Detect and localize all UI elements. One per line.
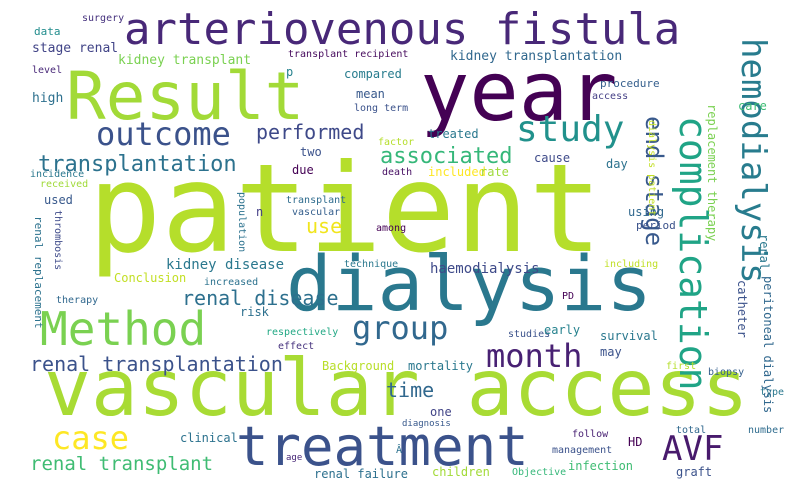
word-hd: HD bbox=[628, 435, 643, 449]
word-renal-transplantation: renal transplantation bbox=[30, 352, 283, 376]
word-procedure: procedure bbox=[600, 77, 660, 90]
word-clinical: clinical bbox=[180, 431, 238, 445]
word-mortality: mortality bbox=[408, 359, 474, 373]
word-incidence: incidence bbox=[30, 169, 85, 180]
word-high: high bbox=[32, 91, 64, 106]
word-p: p bbox=[286, 65, 294, 79]
word-use: use bbox=[306, 214, 343, 238]
word-graft: graft bbox=[676, 465, 713, 479]
word-period: period bbox=[636, 219, 676, 232]
word-vascular: vascular bbox=[292, 207, 341, 218]
word-kidney-disease: kidney disease bbox=[166, 257, 285, 273]
word-transplant: transplant bbox=[286, 195, 347, 206]
word-two: two bbox=[300, 145, 322, 159]
word-studies: studies bbox=[508, 329, 551, 340]
word-increased: increased bbox=[204, 277, 259, 288]
word-diagnosis: diagnosis bbox=[402, 419, 451, 429]
word-group: group bbox=[352, 309, 449, 347]
word-background: Background bbox=[322, 359, 395, 373]
word-one: one bbox=[430, 405, 452, 419]
word-data: data bbox=[34, 25, 61, 38]
word-dialysis: dialysis bbox=[286, 239, 653, 328]
word-access: access bbox=[592, 91, 629, 102]
word-care: care bbox=[738, 99, 767, 113]
word-first: first bbox=[666, 361, 697, 372]
word-level: level bbox=[32, 65, 63, 76]
word-case: case bbox=[52, 419, 130, 457]
word-replacement-therapy: replacement therapy bbox=[705, 104, 719, 242]
word-renal-replacement: renal replacement bbox=[32, 216, 45, 329]
word-month: month bbox=[486, 337, 583, 375]
word-children: children bbox=[432, 465, 490, 479]
word-renal: renal bbox=[757, 234, 771, 271]
word-outcome: outcome bbox=[96, 115, 231, 153]
word-including: including bbox=[604, 259, 659, 270]
word-result: Result bbox=[66, 58, 305, 135]
word-associated: associated bbox=[380, 144, 513, 169]
word-patient: patient bbox=[88, 138, 603, 280]
word-mean: mean bbox=[356, 87, 385, 101]
word-among: among bbox=[376, 223, 407, 234]
word-peritoneal-dialysis: peritoneal dialysis bbox=[761, 276, 775, 414]
word-rate: rate bbox=[480, 165, 509, 179]
word-objective: Objective bbox=[512, 467, 567, 478]
word-survival: survival bbox=[600, 329, 658, 343]
word-therapy: therapy bbox=[56, 295, 99, 306]
word-vascular-access: vascular access bbox=[44, 344, 749, 434]
word-effect: effect bbox=[278, 341, 315, 352]
word-avf: AVF bbox=[662, 429, 724, 469]
word-technique: technique bbox=[344, 259, 399, 270]
word-infection: infection bbox=[568, 459, 634, 473]
word-transplantation: transplantation bbox=[38, 152, 237, 177]
word-day: day bbox=[606, 157, 628, 171]
word-number: number bbox=[748, 425, 785, 436]
word-due: due bbox=[292, 163, 314, 177]
word-risk: risk bbox=[240, 305, 269, 319]
word-treated: treated bbox=[428, 127, 479, 141]
word-renal-failure: renal failure bbox=[314, 467, 408, 481]
word-transplant-recipient: transplant recipient bbox=[288, 49, 409, 60]
word-death: death bbox=[382, 167, 413, 178]
word-renal-disease: renal disease bbox=[182, 286, 339, 310]
word-haemodialysis: haemodialysis bbox=[430, 261, 540, 277]
word-study: study bbox=[516, 109, 625, 150]
word-received: received bbox=[40, 179, 89, 190]
word-a-circumflex: Â bbox=[396, 445, 403, 456]
word-used: used bbox=[44, 193, 73, 207]
word-included: included bbox=[428, 165, 486, 179]
word-factor: factor bbox=[378, 137, 415, 148]
word-total: total bbox=[676, 425, 707, 436]
word-early: early bbox=[544, 323, 581, 337]
word-method: Method bbox=[40, 302, 207, 356]
word-using: using bbox=[628, 205, 665, 219]
word-surgery: surgery bbox=[82, 13, 125, 24]
word-age: age bbox=[286, 453, 303, 463]
word-follow: follow bbox=[572, 429, 609, 440]
word-renal-transplant: renal transplant bbox=[30, 453, 214, 475]
word-treatment: treatment bbox=[236, 415, 529, 478]
word-compared: compared bbox=[344, 67, 402, 81]
word-arteriovenous-fistula: arteriovenous fistula bbox=[124, 4, 681, 55]
word-catheter: catheter bbox=[735, 280, 749, 338]
word-kidney-transplant: kidney transplant bbox=[118, 53, 252, 68]
word-thrombosis: thrombosis bbox=[52, 210, 63, 271]
word-respectively: respectively bbox=[266, 327, 339, 338]
word-cause: cause bbox=[534, 151, 571, 165]
word-conclusion: Conclusion bbox=[114, 271, 187, 285]
word-dialysis-patient: dialysis patient bbox=[646, 120, 657, 217]
word-biopsy: biopsy bbox=[708, 367, 745, 378]
word-year: year bbox=[420, 45, 618, 140]
word-long-term: long term bbox=[354, 103, 409, 114]
word-management: management bbox=[552, 445, 613, 456]
word-stage-renal: stage renal bbox=[32, 41, 119, 56]
word-performed: performed bbox=[256, 120, 365, 144]
word-pd: PD bbox=[562, 291, 575, 302]
word-time: time bbox=[386, 378, 435, 402]
word-n: n bbox=[256, 205, 264, 219]
word-type: type bbox=[760, 387, 785, 398]
word-kidney-transplantation: kidney transplantation bbox=[450, 49, 623, 64]
word-may: may bbox=[600, 345, 622, 359]
word-population: population bbox=[236, 192, 247, 253]
